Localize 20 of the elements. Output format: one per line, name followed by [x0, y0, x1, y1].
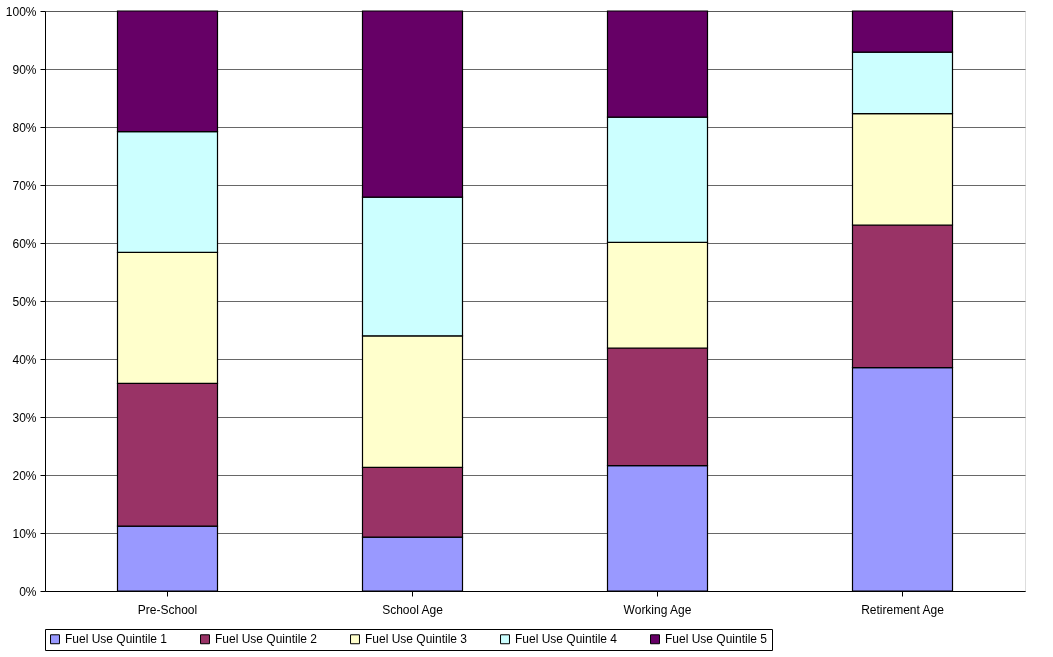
y-tick-label: 40% [12, 352, 37, 367]
y-tick-label: 20% [12, 468, 37, 483]
x-tick-label: Pre-School [137, 602, 198, 617]
y-tick-label: 60% [12, 236, 37, 251]
legend-label: Fuel Use Quintile 1 [65, 632, 168, 647]
x-tick-label: Working Age [623, 602, 692, 617]
legend-label: Fuel Use Quintile 3 [365, 632, 468, 647]
y-tick-label: 80% [12, 120, 37, 135]
y-tick-label: 30% [12, 410, 37, 425]
legend-label: Fuel Use Quintile 4 [515, 632, 618, 647]
y-tick-label: 50% [12, 294, 37, 309]
y-tick-label: 0% [19, 584, 37, 599]
x-tick-label: Retirement Age [861, 602, 945, 617]
y-tick-label: 70% [12, 178, 37, 193]
y-tick-label: 90% [12, 62, 37, 77]
y-tick-label: 10% [12, 526, 37, 541]
legend-label: Fuel Use Quintile 2 [215, 632, 318, 647]
y-tick-label: 100% [5, 4, 37, 19]
x-tick-label: School Age [382, 602, 444, 617]
legend-label: Fuel Use Quintile 5 [665, 632, 768, 647]
